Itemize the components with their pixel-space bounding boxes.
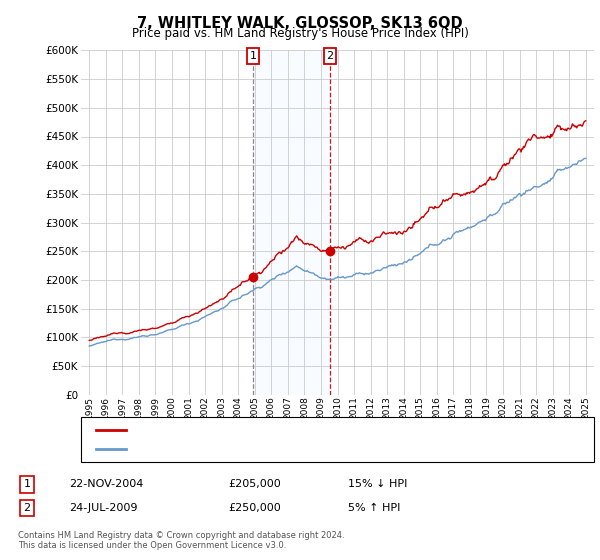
Text: 7, WHITLEY WALK, GLOSSOP, SK13 6QD: 7, WHITLEY WALK, GLOSSOP, SK13 6QD: [137, 16, 463, 31]
Text: 1: 1: [23, 479, 31, 489]
Text: 1: 1: [250, 51, 257, 61]
Text: £205,000: £205,000: [228, 479, 281, 489]
Text: 22-NOV-2004: 22-NOV-2004: [69, 479, 143, 489]
Text: Price paid vs. HM Land Registry's House Price Index (HPI): Price paid vs. HM Land Registry's House …: [131, 27, 469, 40]
Text: 2: 2: [326, 51, 334, 61]
Text: 15% ↓ HPI: 15% ↓ HPI: [348, 479, 407, 489]
Text: £250,000: £250,000: [228, 503, 281, 513]
Bar: [253, 50, 330, 395]
Text: 5% ↑ HPI: 5% ↑ HPI: [348, 503, 400, 513]
Text: 24-JUL-2009: 24-JUL-2009: [69, 503, 137, 513]
Text: Contains HM Land Registry data © Crown copyright and database right 2024.
This d: Contains HM Land Registry data © Crown c…: [18, 530, 344, 550]
Text: 7, WHITLEY WALK, GLOSSOP, SK13 6QD (detached house): 7, WHITLEY WALK, GLOSSOP, SK13 6QD (deta…: [132, 424, 434, 435]
Text: HPI: Average price, detached house, High Peak: HPI: Average price, detached house, High…: [132, 445, 377, 455]
Text: 2: 2: [23, 503, 31, 513]
